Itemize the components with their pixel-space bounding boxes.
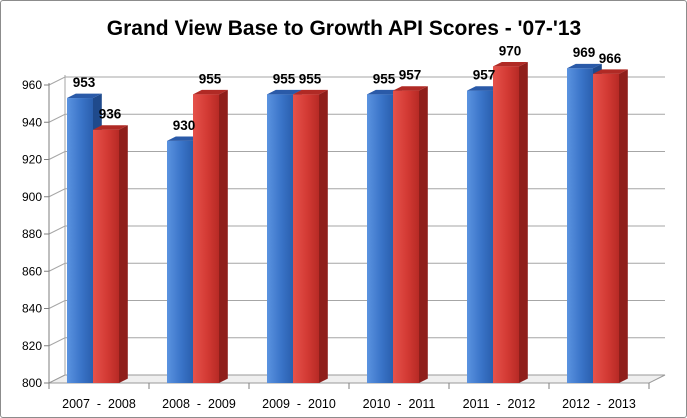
data-label-series2: 957 — [399, 68, 422, 83]
data-label-series1: 953 — [73, 75, 96, 90]
x-category-label: 2008 - 2009 — [162, 397, 236, 411]
x-axis-categories: 2007 - 2008 2008 - 2009 2009 - 2010 2010 - … — [48, 383, 650, 411]
y-tick-label: 860 — [22, 264, 42, 278]
bar-top — [293, 89, 328, 95]
bar-side — [119, 125, 128, 384]
bar-top — [393, 86, 428, 91]
bar-top — [267, 89, 302, 95]
data-label-series2: 955 — [199, 71, 222, 86]
bar-top — [93, 125, 128, 130]
y-tick-label: 840 — [22, 302, 42, 316]
bar-front — [167, 140, 193, 383]
bar-front — [93, 129, 119, 383]
bar-series2-1 — [193, 89, 228, 383]
bar-series2-2 — [293, 89, 328, 383]
bar-side — [419, 86, 428, 383]
x-category-label: 2010 - 2011 — [363, 397, 436, 411]
data-label-series2: 966 — [599, 51, 622, 66]
bar-front — [193, 94, 219, 383]
bar-front — [493, 66, 519, 383]
bar-front — [267, 94, 293, 383]
y-tick-label: 960 — [22, 78, 42, 92]
y-tick-label: 800 — [22, 376, 42, 390]
bar-series2-5 — [593, 69, 628, 384]
y-tick-label: 900 — [22, 190, 42, 204]
bar-side — [619, 69, 628, 384]
bar-top — [193, 89, 228, 95]
y-axis: 800 820 840 860 880 900 920 940 960 — [22, 75, 66, 390]
data-label-series1: 955 — [373, 71, 396, 86]
bar-series2-4 — [493, 61, 528, 383]
bar-top — [567, 63, 602, 69]
x-category-label: 2007 - 2008 — [62, 397, 136, 411]
data-label-series1: 957 — [473, 68, 496, 83]
bars — [67, 61, 628, 384]
bar-side — [319, 89, 328, 383]
x-category-label: 2009 - 2010 — [262, 397, 336, 411]
bar-side — [519, 61, 528, 383]
bar-front — [367, 94, 393, 383]
bar-top — [493, 61, 528, 67]
data-label-series1: 969 — [573, 45, 596, 60]
bar-front — [67, 98, 93, 383]
bar-series2-3 — [393, 86, 428, 384]
y-tick-label: 820 — [22, 339, 42, 353]
bar-top — [67, 93, 102, 99]
x-category-label: 2011 - 2012 — [463, 397, 536, 411]
x-category-label: 2012 - 2013 — [562, 397, 636, 411]
bar-series2-0 — [93, 125, 128, 384]
bar-front — [567, 68, 593, 384]
bar-front — [593, 73, 619, 383]
bar-front — [467, 90, 493, 384]
bar-side — [219, 89, 228, 383]
data-label-series2: 936 — [99, 107, 122, 122]
bar-front — [393, 90, 419, 384]
y-tick-label: 920 — [22, 153, 42, 167]
data-label-series2: 970 — [499, 43, 522, 58]
data-label-series2: 955 — [299, 71, 322, 86]
bar-front — [293, 94, 319, 383]
bar-top — [593, 69, 628, 74]
y-tick-label: 880 — [22, 227, 42, 241]
data-label-series1: 930 — [173, 118, 196, 133]
data-label-series1: 955 — [273, 71, 296, 86]
chart-title: Grand View Base to Growth API Scores - '… — [107, 17, 581, 40]
y-tick-label: 940 — [22, 115, 42, 129]
